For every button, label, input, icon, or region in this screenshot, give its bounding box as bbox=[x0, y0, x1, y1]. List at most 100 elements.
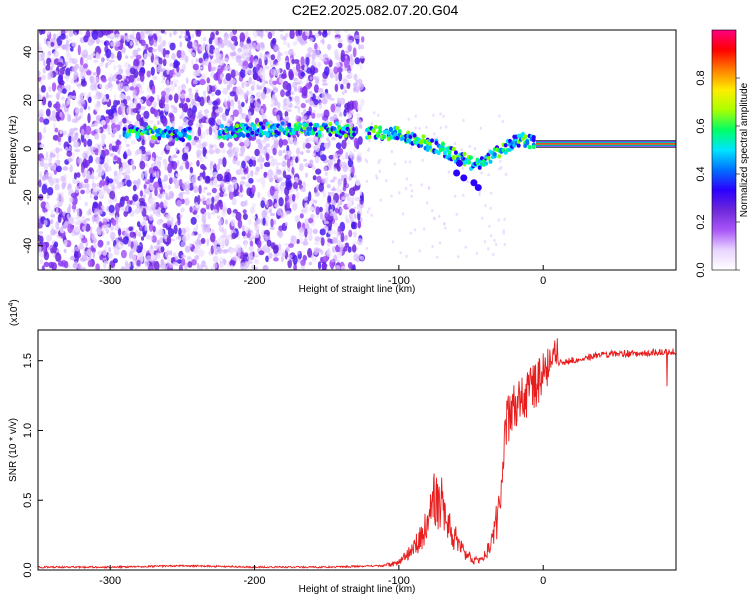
spectrogram-trace-point bbox=[181, 137, 186, 143]
spectrogram-point bbox=[57, 159, 61, 165]
spectrogram-point bbox=[269, 59, 273, 66]
spectrogram-trace-point bbox=[430, 138, 435, 143]
spectrogram-point bbox=[170, 192, 174, 198]
spectrogram-point bbox=[269, 176, 274, 183]
spectrogram-point bbox=[73, 220, 79, 225]
spectrogram-point bbox=[265, 152, 270, 161]
spectrogram-point bbox=[269, 155, 274, 159]
spectrogram-point bbox=[109, 87, 113, 91]
spectrogram-point bbox=[316, 175, 322, 183]
spectrogram-point bbox=[226, 168, 231, 173]
spectrogram-point bbox=[299, 163, 304, 172]
spectrogram-point bbox=[48, 86, 52, 92]
spectrogram-point bbox=[83, 138, 87, 148]
spectrogram-point bbox=[322, 53, 328, 59]
spectrogram-point bbox=[483, 240, 487, 244]
spectrogram-point bbox=[302, 142, 306, 150]
spectrogram-point bbox=[349, 151, 353, 159]
spectrogram-point bbox=[276, 169, 282, 176]
spectrogram-point bbox=[124, 206, 129, 213]
spectrogram-point bbox=[184, 262, 188, 270]
spectrogram-point bbox=[292, 77, 298, 82]
spectrogram-point bbox=[344, 102, 351, 110]
spectrogram-point bbox=[111, 219, 117, 226]
spectrogram-point bbox=[314, 32, 320, 38]
spectrogram-point bbox=[140, 236, 145, 241]
spectrogram-point bbox=[95, 103, 101, 108]
spectrogram-point bbox=[67, 96, 72, 105]
spectrogram-point bbox=[78, 195, 82, 201]
spectrogram-point bbox=[115, 33, 121, 40]
spectrogram-trace-point bbox=[378, 125, 383, 130]
spectrogram-point bbox=[304, 202, 309, 209]
spectrogram-point bbox=[349, 110, 354, 115]
spectrogram-point bbox=[257, 191, 261, 198]
spectrogram-point bbox=[188, 87, 193, 93]
spectrogram-point bbox=[163, 262, 167, 268]
spectrogram-point bbox=[292, 181, 298, 190]
spectrogram-point bbox=[57, 213, 62, 223]
spectrogram-trace-point bbox=[250, 130, 255, 135]
spectrogram-point bbox=[178, 227, 182, 238]
spectrogram-point bbox=[359, 64, 363, 70]
spectrogram-point bbox=[484, 204, 487, 208]
spectrogram-point bbox=[169, 63, 174, 67]
spectrogram-point bbox=[305, 67, 312, 74]
spectrogram-point bbox=[153, 59, 159, 64]
spectrogram-point bbox=[323, 109, 330, 118]
spectrogram-point bbox=[292, 155, 296, 161]
spectrogram-point bbox=[88, 91, 91, 97]
spectrogram-trace-point bbox=[474, 184, 482, 192]
snr-y-tick-label: 0.5 bbox=[22, 493, 34, 508]
spectrogram-point bbox=[206, 238, 210, 247]
spectrogram-point bbox=[141, 81, 145, 85]
spectrogram-point bbox=[195, 58, 198, 63]
spectrogram-point bbox=[335, 265, 341, 270]
spectrogram-trace-point bbox=[241, 133, 246, 138]
spectrogram-point bbox=[478, 192, 481, 197]
spectrogram-point bbox=[58, 79, 65, 86]
spectrogram-point bbox=[132, 194, 139, 202]
spectrogram-point bbox=[143, 53, 148, 60]
spectrogram-point bbox=[433, 132, 436, 136]
spectrogram-point bbox=[96, 66, 101, 76]
spectrogram-point bbox=[308, 137, 314, 143]
spectrogram-point bbox=[107, 252, 113, 259]
spectrogram-point bbox=[202, 170, 206, 180]
spectrogram-point bbox=[199, 157, 204, 163]
spectrogram-point bbox=[113, 249, 120, 256]
spectrogram-point bbox=[43, 174, 49, 180]
spectrogram-point bbox=[340, 49, 345, 61]
spectrogram-point bbox=[454, 194, 457, 198]
spectrogram-point bbox=[94, 216, 101, 223]
spectrogram-point bbox=[166, 219, 171, 225]
spectrogram-point bbox=[269, 185, 275, 196]
spectrogram-trace-point bbox=[484, 161, 489, 166]
spectrogram-point bbox=[103, 149, 110, 156]
spectrogram-point bbox=[165, 196, 171, 201]
spectrogram-point bbox=[439, 112, 442, 116]
spectrogram-point bbox=[322, 255, 329, 263]
spectrogram-point bbox=[337, 42, 343, 49]
spectrogram-point bbox=[63, 260, 69, 269]
spectrogram-point bbox=[67, 114, 72, 122]
spectrogram-trace-point bbox=[531, 135, 536, 140]
spectrogram-point bbox=[375, 174, 378, 178]
spectrogram-point bbox=[135, 54, 142, 60]
spectrogram-point bbox=[43, 251, 50, 261]
spectrogram-point bbox=[181, 227, 187, 233]
spectrogram-point bbox=[206, 77, 211, 84]
spectrogram-point bbox=[93, 208, 100, 216]
spectrogram-point bbox=[64, 75, 70, 80]
spectrogram-point bbox=[191, 52, 196, 57]
spectrogram-point bbox=[308, 234, 313, 241]
spectrogram-point bbox=[344, 90, 348, 94]
spectrogram-point bbox=[322, 30, 328, 38]
spectrogram-point bbox=[46, 40, 51, 47]
spectrogram-point bbox=[107, 132, 112, 135]
spectrogram-point bbox=[442, 114, 445, 118]
spectrogram-trace-point bbox=[447, 150, 452, 155]
spectrogram-point bbox=[490, 191, 493, 195]
spectrogram-point bbox=[304, 65, 308, 71]
spectrogram-point bbox=[210, 161, 213, 166]
